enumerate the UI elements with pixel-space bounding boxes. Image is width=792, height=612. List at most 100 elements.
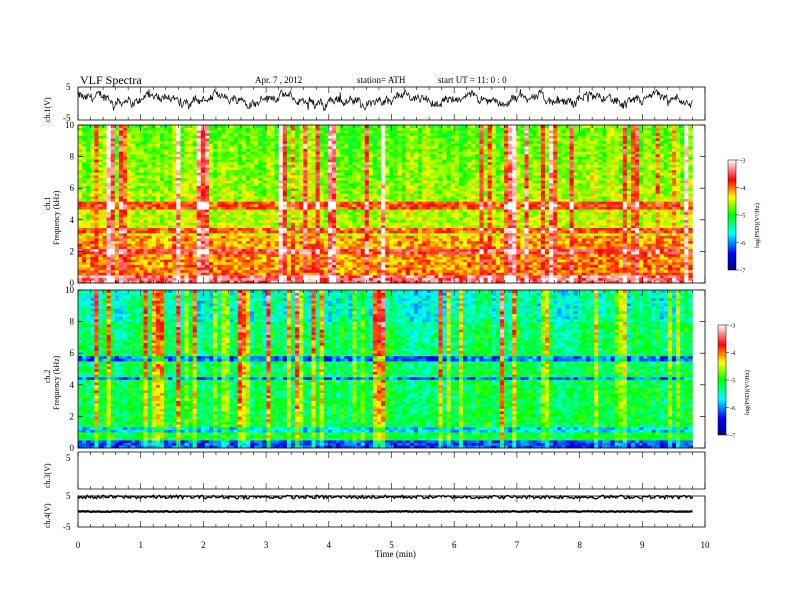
spectrogram-cell	[635, 259, 640, 263]
spectrogram-cell	[147, 230, 153, 234]
spectrogram-cell	[610, 261, 615, 265]
spectrogram-cell	[94, 214, 99, 218]
spectrogram-cell	[131, 269, 136, 273]
spectrogram-cell	[409, 219, 415, 223]
spectrogram-cell	[364, 280, 370, 284]
spectrogram-cell	[680, 206, 685, 210]
spectrogram-cell	[188, 230, 193, 234]
spectrogram-cell	[139, 269, 144, 273]
spectrogram-cell	[90, 230, 95, 234]
spectrogram-cell	[135, 243, 140, 247]
spectrogram-cell	[295, 259, 300, 263]
spectrogram-cell	[393, 246, 398, 250]
spectrogram-cell	[458, 267, 464, 271]
spectrogram-cell	[184, 196, 189, 200]
spectrogram-cell	[446, 240, 452, 244]
spectrogram-cell	[102, 222, 107, 226]
spectrogram-cell	[458, 251, 464, 255]
spectrogram-cell	[458, 248, 464, 252]
spectrogram-cell	[475, 243, 480, 247]
spectrogram-cell	[377, 240, 382, 244]
spectrogram-cell	[90, 211, 95, 215]
spectrogram-cell	[614, 259, 620, 263]
spectrogram-cell	[655, 240, 660, 244]
spectrogram-cell	[241, 217, 247, 221]
spectrogram-cell	[573, 267, 579, 271]
spectrogram-cell	[90, 259, 95, 263]
spectrogram-cell	[352, 209, 357, 213]
spectrogram-cell	[676, 248, 681, 252]
spectrogram-cell	[229, 235, 234, 239]
spectrogram-cell	[184, 248, 189, 252]
spectrogram-cell	[504, 230, 509, 234]
spectrogram-cell	[282, 240, 288, 244]
spectrogram-cell	[196, 225, 202, 228]
spectrogram-cell	[250, 267, 255, 271]
spectrogram-cell	[671, 211, 677, 215]
spectrogram-cell	[557, 230, 562, 234]
spectrogram-cell	[282, 248, 288, 252]
spectrogram-cell	[516, 261, 521, 265]
spectrogram-cell	[635, 275, 640, 279]
spectrogram-cell	[303, 267, 308, 271]
spectrogram-cell	[389, 206, 394, 210]
spectrogram-cell	[684, 201, 689, 205]
spectrogram-cell	[258, 251, 263, 255]
spectrogram-cell	[282, 267, 288, 271]
spectrogram-cell	[286, 232, 292, 236]
spectrogram-cell	[82, 277, 87, 281]
spectrogram-cell	[196, 275, 202, 279]
spectrogram-cell	[213, 227, 218, 231]
spectrogram-cell	[659, 230, 665, 234]
spectrogram-cell	[491, 259, 497, 263]
spectrogram-cell	[581, 261, 587, 265]
spectrogram-cell	[680, 232, 685, 236]
spectrogram-cell	[413, 272, 419, 276]
spectrogram-cell	[393, 256, 398, 260]
spectrogram-cell	[102, 277, 107, 281]
spectrogram-cell	[184, 277, 189, 281]
spectrogram-cell	[245, 246, 251, 250]
spectrogram-cell	[323, 275, 329, 279]
spectrogram-cell	[413, 232, 419, 236]
spectrogram-cell	[229, 238, 234, 242]
spectrogram-cell	[90, 261, 95, 265]
spectrogram-cell	[372, 227, 378, 231]
spectrogram-cell	[614, 217, 620, 221]
spectrogram-cell	[127, 248, 132, 252]
spectrogram-cell	[307, 267, 312, 271]
spectrogram-cell	[458, 206, 464, 210]
spectrogram-cell	[307, 254, 312, 257]
spectrogram-cell	[250, 225, 255, 228]
spectrogram-cell	[475, 232, 480, 236]
spectrogram-cell	[393, 267, 398, 271]
spectrogram-cell	[663, 198, 669, 202]
spectrogram-cell	[381, 198, 386, 202]
spectrogram-cell	[262, 204, 267, 207]
spectrogram-cell	[217, 254, 222, 257]
spectrogram-cell	[528, 280, 533, 284]
spectrogram-cell	[663, 243, 669, 247]
spectrogram-cell	[131, 275, 136, 279]
spectrogram-cell	[364, 267, 370, 271]
spectrogram-cell	[577, 217, 583, 221]
spectrogram-cell	[356, 240, 361, 244]
spectrogram-cell	[450, 248, 456, 252]
spectrogram-cell	[454, 201, 460, 205]
spectrogram-cell	[319, 235, 325, 239]
spectrogram-cell	[319, 264, 325, 268]
spectrogram-cell	[372, 251, 378, 255]
spectrogram-cell	[438, 259, 443, 263]
spectrogram-cell	[102, 240, 107, 244]
spectrogram-cell	[348, 206, 353, 210]
spectrogram-cell	[688, 248, 693, 252]
spectrogram-cell	[110, 248, 116, 252]
spectrogram-cell	[430, 217, 435, 221]
spectrogram-cell	[397, 275, 402, 279]
spectrogram-cell	[241, 280, 247, 284]
spectrogram-cell	[647, 201, 652, 205]
spectrogram-cell	[442, 227, 447, 231]
spectrogram-cell	[585, 198, 591, 202]
spectrogram-cell	[413, 277, 419, 281]
spectrogram-cell	[397, 214, 402, 218]
